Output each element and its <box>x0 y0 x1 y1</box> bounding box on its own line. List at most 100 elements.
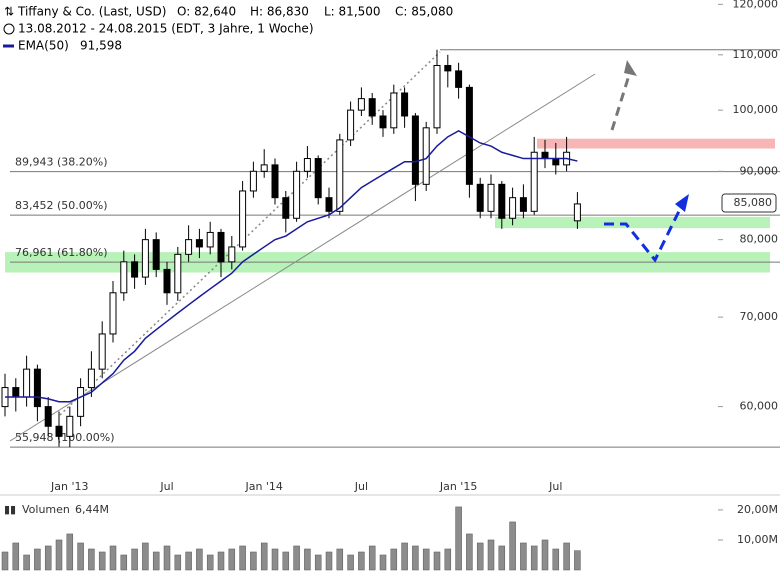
candle-body <box>401 92 409 117</box>
volume-bar <box>174 554 182 571</box>
volume-bar <box>530 545 538 571</box>
fib-label: 83,452 (50.00%) <box>15 199 108 212</box>
candle-body <box>174 253 182 294</box>
candle-body <box>444 64 452 72</box>
candle-body <box>476 183 484 212</box>
volume-bar <box>152 551 160 571</box>
volume-bar <box>196 548 203 571</box>
volume-bar <box>466 533 473 571</box>
plot <box>1 49 581 448</box>
candle-body <box>195 239 203 248</box>
y-tick-label: 100,000 <box>733 103 779 116</box>
candle-body <box>303 158 311 172</box>
last-price: 85,080 <box>734 196 773 209</box>
candle-body <box>120 261 128 294</box>
candle-body <box>12 387 20 398</box>
y-tick-label: 10,00M <box>737 533 778 546</box>
candle-body <box>55 425 63 437</box>
candle-body <box>109 292 117 335</box>
candle-body <box>530 151 538 212</box>
fib-label: 76,961 (61.80%) <box>15 246 108 259</box>
legend-ema-value: 91,598 <box>80 39 122 53</box>
arrow-head <box>624 60 637 76</box>
fib-label: 89,943 (38.20%) <box>15 156 108 169</box>
period: 13.08.2012 - 24.08.2015 (EDT, 3 Jahre, 1… <box>18 22 314 36</box>
candle-body <box>228 246 236 263</box>
x-tick-label: Jan '14 <box>244 480 282 493</box>
candle-body <box>282 197 290 219</box>
volume-bar <box>217 551 225 571</box>
arrow-head <box>675 194 689 212</box>
y-tick-label: 60,000 <box>740 400 779 413</box>
candle-body <box>249 170 257 192</box>
volume-bar <box>109 545 117 571</box>
candle-body <box>260 164 268 172</box>
candle-body <box>347 109 355 141</box>
volume-bar <box>239 545 246 571</box>
candle-body <box>411 115 419 185</box>
ema-line <box>5 129 578 403</box>
candle-body <box>23 368 31 398</box>
x-tick-label: Jul <box>159 480 173 493</box>
volume-bar <box>552 548 560 571</box>
volume-bar <box>228 548 236 571</box>
volume-bar <box>347 554 354 571</box>
fib-label: 55,948 (100.00%) <box>15 431 115 444</box>
candle-body <box>131 261 139 278</box>
volume-bar <box>574 550 581 571</box>
volume-bar <box>271 548 279 571</box>
icon: ⇅ <box>4 5 14 19</box>
x-tick-label: Jul <box>548 480 562 493</box>
volume-bar <box>358 551 365 571</box>
x-tick-label: Jan '13 <box>50 480 88 493</box>
volume-bar <box>304 548 311 571</box>
overlay: 89,943 (38.20%) 83,452 (50.00%) 76,961 (61… <box>5 49 780 448</box>
volume-bar <box>433 551 441 571</box>
candle-body <box>357 98 365 111</box>
candle-body <box>33 368 41 408</box>
volume-bar <box>455 506 462 571</box>
volume-bar <box>390 548 398 571</box>
volume-bar <box>34 548 41 571</box>
instrument-title: Tiffany & Co. (Last, USD) <box>17 5 166 19</box>
volume-bar <box>120 554 128 571</box>
volume-bar <box>563 542 570 571</box>
candle-body <box>141 239 149 278</box>
zone <box>537 138 775 149</box>
volume-bar <box>412 545 419 571</box>
candle-body <box>336 139 344 212</box>
candle-body <box>185 239 193 255</box>
candle-body <box>66 415 74 437</box>
candle-body <box>44 406 52 427</box>
candle-body <box>293 170 301 219</box>
last-price-box <box>721 193 777 213</box>
volume-bar <box>142 542 149 571</box>
volume-bar <box>260 542 268 571</box>
candle-body <box>239 190 247 248</box>
ohlc-open: O: 82,640 <box>177 5 236 19</box>
candle-body <box>368 98 376 117</box>
y-tick-label: 110,000 <box>733 48 779 61</box>
volume-bar <box>163 545 171 571</box>
candle-body <box>519 197 527 212</box>
x-tick-label: Jul <box>354 480 368 493</box>
candle-body <box>98 333 106 370</box>
volume-bar <box>293 545 300 571</box>
volume-bar <box>88 548 95 571</box>
candle-body <box>541 151 549 160</box>
volume-bar <box>12 542 20 571</box>
candle-body <box>487 183 495 212</box>
volume-bar <box>185 551 192 571</box>
candle-body <box>433 64 441 129</box>
volume-bar <box>520 542 527 571</box>
y-tick-label: 70,000 <box>740 310 779 323</box>
candle-body <box>152 239 160 270</box>
x-tick-label: Jan '15 <box>439 480 477 493</box>
volume-bar <box>379 554 387 571</box>
header: ⇅ Tiffany & Co. (Last, USD) O: 82,640 H:… <box>3 5 453 53</box>
volume-bar <box>66 533 74 571</box>
ohlc-low: L: 81,500 <box>324 5 381 19</box>
volume-bar <box>282 551 290 571</box>
y-tick-label: 20,00M <box>737 503 778 516</box>
